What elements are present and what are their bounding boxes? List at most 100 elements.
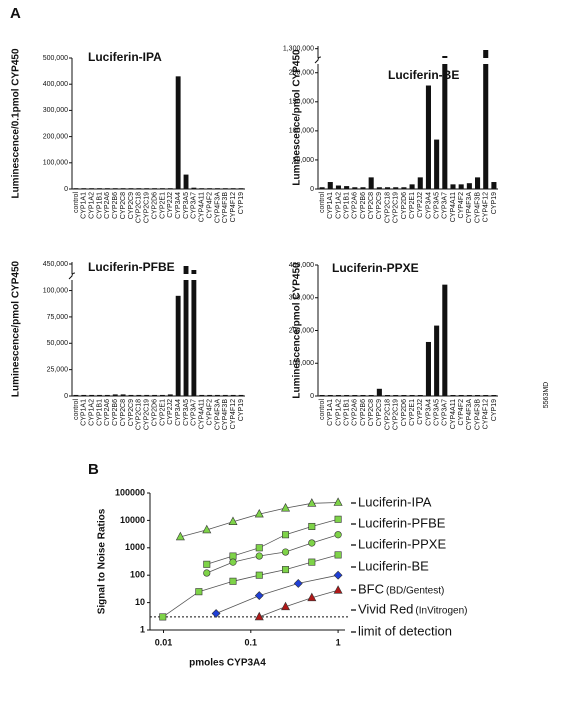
x-tick-label: CYP2C18 bbox=[384, 399, 391, 430]
x-tick-label: CYP1B1 bbox=[96, 399, 103, 426]
chart-title: Luciferin-PPXE bbox=[332, 261, 419, 275]
x-tick-label: CYP2E1 bbox=[409, 192, 416, 219]
series-label: Luciferin-PPXE bbox=[358, 536, 446, 551]
marker bbox=[229, 558, 237, 566]
axis-break bbox=[314, 56, 322, 64]
bar bbox=[238, 394, 244, 396]
bar bbox=[128, 394, 134, 396]
series-label: Luciferin-PFBE bbox=[358, 515, 446, 530]
bar bbox=[360, 187, 366, 189]
bar bbox=[425, 85, 431, 189]
x-tick-label: CYP3A5 bbox=[183, 399, 190, 426]
x-tick-label: CYP3A5 bbox=[433, 192, 440, 219]
y-tick-label: 0 bbox=[64, 393, 68, 400]
bar bbox=[183, 280, 189, 396]
y-tick-label: 1 bbox=[140, 624, 145, 634]
bar bbox=[183, 174, 189, 189]
x-tick-label: CYP2J2 bbox=[417, 399, 424, 425]
x-tick-label: control bbox=[319, 192, 326, 213]
y-axis-label: Signal to Noise Ratios bbox=[97, 508, 108, 614]
x-tick-label: CYP2C9 bbox=[128, 399, 135, 426]
x-tick-label: CYP4F12 bbox=[483, 192, 490, 222]
bar bbox=[230, 394, 236, 396]
bar bbox=[144, 188, 150, 189]
y-tick-label: 75,000 bbox=[47, 314, 69, 321]
bar bbox=[128, 188, 134, 189]
bar bbox=[393, 395, 399, 396]
y-tick-label: 100,000 bbox=[289, 360, 314, 367]
bar bbox=[352, 187, 358, 189]
series-note: (BD/Gentest) bbox=[386, 586, 444, 597]
bar bbox=[425, 341, 431, 396]
chart-title: Luciferin-PFBE bbox=[88, 260, 175, 274]
bar bbox=[230, 188, 236, 189]
bar bbox=[222, 188, 228, 189]
axis-break bbox=[68, 272, 76, 280]
bar bbox=[442, 284, 448, 396]
bar bbox=[238, 188, 244, 189]
x-tick-label: 1 bbox=[336, 637, 341, 647]
x-tick-label: CYP3A4 bbox=[425, 192, 432, 219]
x-tick-label: CYP3A5 bbox=[433, 399, 440, 426]
x-tick-label: CYP2D6 bbox=[401, 399, 408, 426]
x-tick-label: CYP19 bbox=[491, 192, 498, 214]
y-tick-label: 50,000 bbox=[47, 340, 69, 347]
x-tick-label: CYP3A5 bbox=[183, 192, 190, 219]
x-tick-label: CYP4F3A bbox=[214, 399, 221, 430]
x-tick-label: CYP3A4 bbox=[175, 192, 182, 219]
y-tick-label: 300,000 bbox=[289, 295, 314, 302]
bar bbox=[327, 182, 333, 189]
y-tick-label: 400,000 bbox=[289, 262, 314, 269]
x-tick-label: CYP4F2 bbox=[458, 192, 465, 219]
bar bbox=[409, 395, 415, 396]
bar bbox=[215, 394, 220, 396]
x-tick-label: CYP4A11 bbox=[199, 192, 206, 222]
bar bbox=[199, 188, 205, 189]
x-tick-label: CYP4F3A bbox=[466, 399, 473, 430]
marker bbox=[333, 497, 343, 506]
bar bbox=[401, 395, 407, 396]
marker bbox=[282, 531, 290, 539]
bar bbox=[97, 394, 102, 396]
x-tick-label: CYP2C18 bbox=[136, 399, 143, 430]
marker bbox=[211, 609, 221, 618]
marker bbox=[308, 522, 316, 530]
series-label: Luciferin-IPA bbox=[358, 494, 432, 509]
bar bbox=[368, 395, 374, 396]
x-tick-label: CYP3A7 bbox=[191, 399, 198, 426]
x-tick-label: CYP2C18 bbox=[384, 192, 391, 223]
x-tick-label: CYP2C19 bbox=[393, 399, 400, 430]
y-tick-label: 10000 bbox=[120, 515, 145, 525]
bar bbox=[97, 188, 102, 189]
y-tick-label: 1,300,000 bbox=[283, 46, 314, 53]
x-tick-label: CYP4F12 bbox=[483, 399, 490, 429]
x-tick-label: CYP3A7 bbox=[442, 399, 449, 426]
bar bbox=[442, 56, 448, 58]
bar bbox=[360, 395, 366, 396]
bar bbox=[112, 394, 118, 396]
bar bbox=[483, 50, 489, 58]
x-tick-label: CYP1A2 bbox=[335, 192, 342, 219]
x-tick-label: CYP4A11 bbox=[450, 399, 457, 429]
x-tick-label: CYP1A2 bbox=[89, 399, 96, 426]
marker bbox=[307, 498, 317, 507]
limit-label: limit of detection bbox=[358, 623, 452, 638]
x-tick-label: CYP4F3B bbox=[222, 399, 229, 430]
x-tick-label: CYP4F2 bbox=[206, 399, 213, 426]
bar bbox=[368, 177, 374, 189]
bar bbox=[183, 266, 189, 274]
x-tick-label: CYP2A6 bbox=[104, 399, 111, 426]
bar bbox=[167, 394, 173, 396]
bar bbox=[159, 188, 165, 189]
bar bbox=[335, 185, 341, 189]
x-tick-label: CYP2B6 bbox=[360, 192, 367, 219]
bar bbox=[466, 183, 472, 189]
x-tick-label: CYP2A6 bbox=[352, 399, 359, 426]
y-tick-label: 25,000 bbox=[47, 366, 69, 373]
bar bbox=[450, 184, 456, 189]
bar bbox=[319, 187, 325, 189]
bar bbox=[352, 395, 358, 396]
bar bbox=[81, 188, 87, 189]
bar bbox=[466, 395, 472, 396]
marker bbox=[333, 570, 343, 580]
